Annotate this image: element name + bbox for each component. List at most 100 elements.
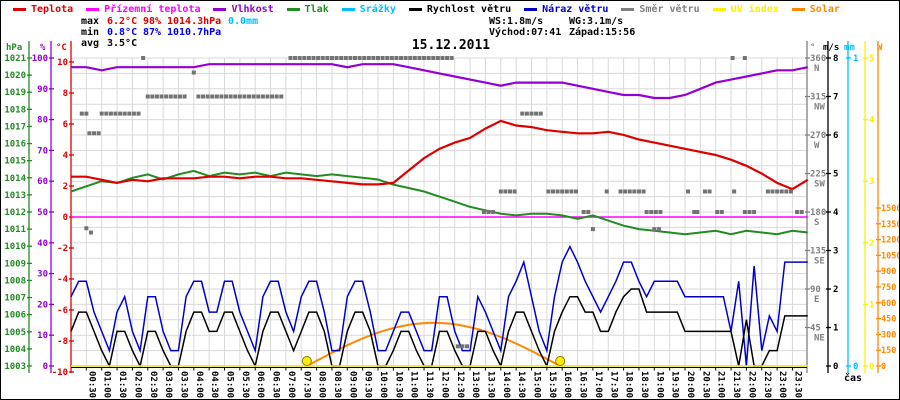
legend-swatch-pressure	[286, 8, 300, 11]
svg-text:50: 50	[37, 208, 48, 218]
svg-text:-8: -8	[57, 337, 68, 347]
svg-text:3: 3	[833, 247, 838, 257]
stat-sunrise: Východ:07:41	[489, 27, 562, 38]
legend-label-wind-speed: Rychlost větru	[426, 4, 512, 15]
svg-text:2: 2	[833, 285, 838, 295]
svg-text:6: 6	[63, 120, 68, 130]
svg-text:8: 8	[63, 89, 68, 99]
legend-label-solar: Solar	[809, 4, 840, 15]
stat-max-humidity: 98%	[143, 16, 162, 27]
svg-text:1200: 1200	[881, 236, 899, 246]
stat-wind-gust: WG:3.1m/s	[569, 16, 624, 27]
svg-text:11:00: 11:00	[409, 371, 419, 398]
svg-text:14:30: 14:30	[516, 371, 526, 398]
svg-text:04:00: 04:00	[194, 371, 204, 398]
svg-text:1015: 1015	[4, 157, 26, 167]
svg-text:1013: 1013	[4, 191, 26, 201]
svg-text:22:30: 22:30	[762, 371, 772, 398]
svg-text:NE: NE	[814, 334, 825, 344]
svg-text:1006: 1006	[4, 311, 26, 321]
legend-item-wind-gust: Náraz větru	[524, 4, 608, 15]
svg-text:750: 750	[881, 283, 896, 293]
svg-text:08:30: 08:30	[332, 371, 342, 398]
legend-item-pressure: Tlak	[286, 4, 329, 15]
stat-avg-temperature: 3.5°C	[107, 38, 138, 49]
svg-text:18:30: 18:30	[639, 371, 649, 398]
svg-text:1017: 1017	[4, 122, 26, 132]
svg-text:-2: -2	[57, 244, 68, 254]
svg-text:315: 315	[810, 93, 826, 103]
legend-item-ground-temperature: Přízemní teplota	[86, 4, 200, 15]
svg-text:05:00: 05:00	[225, 371, 235, 398]
svg-text:150: 150	[881, 346, 896, 356]
svg-text:900: 900	[881, 267, 896, 277]
svg-text:1003: 1003	[4, 362, 26, 372]
svg-text:N: N	[814, 64, 819, 74]
svg-text:30: 30	[37, 270, 48, 280]
svg-text:1008: 1008	[4, 276, 26, 286]
legend-label-uv-index: UV index	[730, 4, 779, 15]
legend-label-wind-direction: Směr větru	[639, 4, 700, 15]
svg-text:1050: 1050	[881, 251, 899, 261]
legend-item-rain: Srážky	[341, 4, 396, 15]
svg-text:mm: mm	[844, 43, 855, 53]
stat-min-pressure: 1010.7hPa	[167, 27, 222, 38]
svg-text:1: 1	[853, 54, 858, 64]
svg-text:19:30: 19:30	[670, 371, 680, 398]
svg-text:01:00: 01:00	[102, 371, 112, 398]
svg-text:23:30: 23:30	[792, 371, 802, 398]
series-humidity	[71, 63, 809, 100]
svg-text:90: 90	[37, 85, 48, 95]
svg-text:02:00: 02:00	[132, 371, 142, 398]
svg-text:600: 600	[881, 299, 896, 309]
svg-text:20:30: 20:30	[700, 371, 710, 398]
svg-text:SW: SW	[814, 180, 825, 190]
legend-label-temperature: Teplota	[31, 4, 74, 15]
legend-item-solar: Solar	[791, 4, 840, 15]
svg-text:6: 6	[833, 131, 838, 141]
svg-text:12:00: 12:00	[439, 371, 449, 398]
svg-text:čas: čas	[844, 372, 862, 384]
svg-text:10: 10	[57, 58, 68, 68]
svg-text:17:00: 17:00	[593, 371, 603, 398]
svg-text:01:30: 01:30	[117, 371, 127, 398]
svg-text:06:00: 06:00	[255, 371, 265, 398]
svg-text:16:00: 16:00	[562, 371, 572, 398]
legend-label-humidity: Vlhkost	[231, 4, 274, 15]
svg-text:21:30: 21:30	[731, 371, 741, 398]
svg-text:°C: °C	[56, 43, 67, 53]
svg-text:E: E	[814, 295, 819, 305]
svg-text:1004: 1004	[4, 345, 26, 355]
svg-text:180: 180	[810, 208, 826, 218]
stat-max-label: max	[81, 16, 100, 27]
svg-text:14:00: 14:00	[501, 371, 511, 398]
svg-text:0: 0	[43, 362, 48, 372]
legend-swatch-rain	[341, 8, 355, 11]
svg-text:13:30: 13:30	[485, 371, 495, 398]
stat-sunset: Západ:15:56	[569, 27, 636, 38]
svg-text:-4: -4	[57, 275, 68, 285]
svg-text:5: 5	[833, 170, 838, 180]
svg-text:00:30: 00:30	[86, 371, 96, 398]
svg-text:°: °	[810, 43, 815, 53]
chart-date-title: 15.12.2011	[411, 38, 491, 53]
svg-text:3: 3	[869, 177, 874, 187]
svg-text:23:00: 23:00	[777, 371, 787, 398]
svg-text:5: 5	[869, 54, 874, 64]
chart-legend: Teplota Přízemní teplota Vlhkost Tlak Srážky…	[13, 4, 840, 15]
svg-text:0: 0	[881, 362, 886, 372]
svg-text:10:30: 10:30	[393, 371, 403, 398]
stat-max-pressure: 1014.3hPa	[167, 16, 222, 27]
svg-text:03:00: 03:00	[163, 371, 173, 398]
svg-text:0: 0	[833, 362, 838, 372]
svg-text:4: 4	[833, 208, 839, 218]
legend-item-temperature: Teplota	[13, 4, 73, 15]
svg-text:04:30: 04:30	[209, 371, 219, 398]
svg-text:1016: 1016	[4, 140, 26, 150]
svg-text:1019: 1019	[4, 88, 26, 98]
svg-text:17:30: 17:30	[608, 371, 618, 398]
stat-wind-speed: WS:1.8m/s	[489, 16, 544, 27]
svg-text:4: 4	[869, 116, 875, 126]
